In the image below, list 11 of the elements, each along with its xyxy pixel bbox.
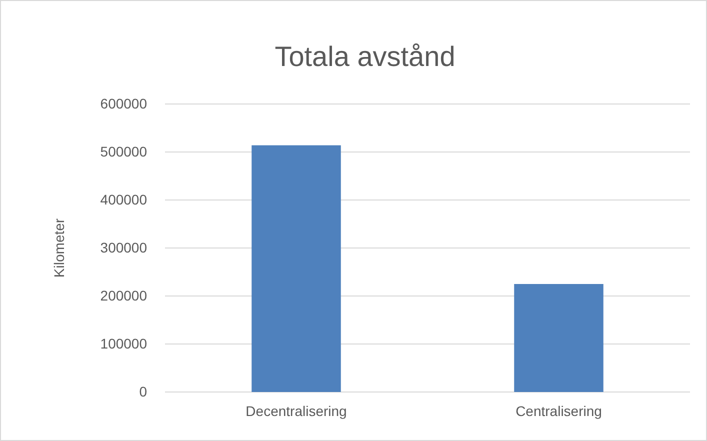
- y-tick-label: 200000: [100, 287, 148, 304]
- x-tick-label: Decentralisering: [246, 402, 347, 419]
- x-tick-label: Centralisering: [516, 402, 602, 419]
- y-tick-label: 600000: [100, 95, 148, 112]
- y-tick-label: 100000: [100, 335, 148, 352]
- y-tick-label: 300000: [100, 239, 148, 256]
- y-tick-label: 400000: [100, 191, 148, 208]
- y-tick-label: 0: [139, 383, 148, 400]
- y-axis-title: Kilometer: [51, 218, 67, 278]
- y-tick-label: 500000: [100, 143, 148, 160]
- chart-title: Totala avstånd: [274, 41, 456, 72]
